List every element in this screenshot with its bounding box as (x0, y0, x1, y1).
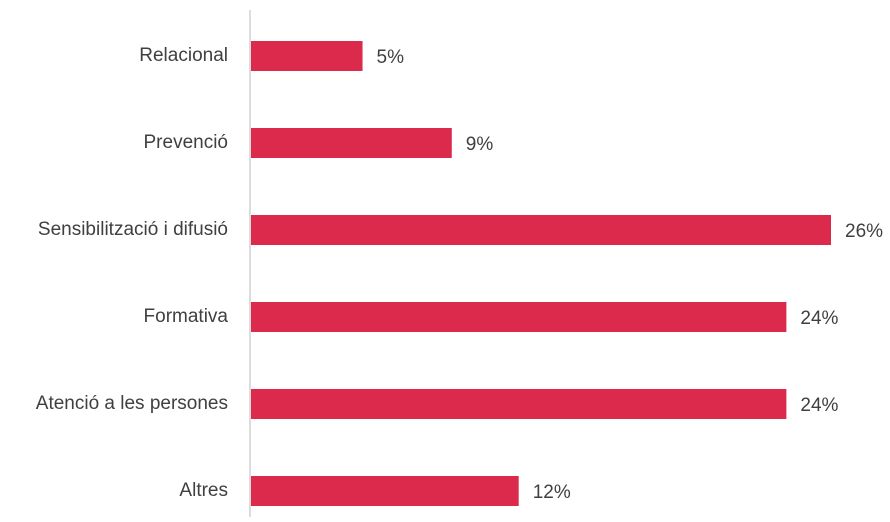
category-label-1: Prevenció (144, 132, 229, 153)
category-label-3: Formativa (144, 306, 229, 327)
value-label-5: 12% (533, 482, 571, 503)
value-labels-group: 5% 9% 26% 24% 24% 12% (377, 47, 884, 503)
value-label-0: 5% (377, 47, 405, 68)
value-label-4: 24% (800, 395, 838, 416)
category-label-0: Relacional (139, 45, 228, 66)
bar-2 (251, 215, 831, 245)
category-label-4: Atenció a les persones (36, 393, 228, 414)
bar-5 (251, 476, 519, 506)
bar-1 (251, 128, 452, 158)
category-label-5: Altres (179, 480, 228, 501)
category-labels-group: Relacional Prevenció Sensibilització i dif… (36, 45, 229, 501)
bar-3 (251, 302, 787, 332)
value-label-2: 26% (845, 221, 883, 242)
category-label-2: Sensibilització i difusió (38, 219, 228, 240)
bars-group (251, 41, 831, 506)
bar-0 (251, 41, 363, 71)
value-label-1: 9% (466, 134, 494, 155)
value-label-3: 24% (800, 308, 838, 329)
bar-4 (251, 389, 787, 419)
